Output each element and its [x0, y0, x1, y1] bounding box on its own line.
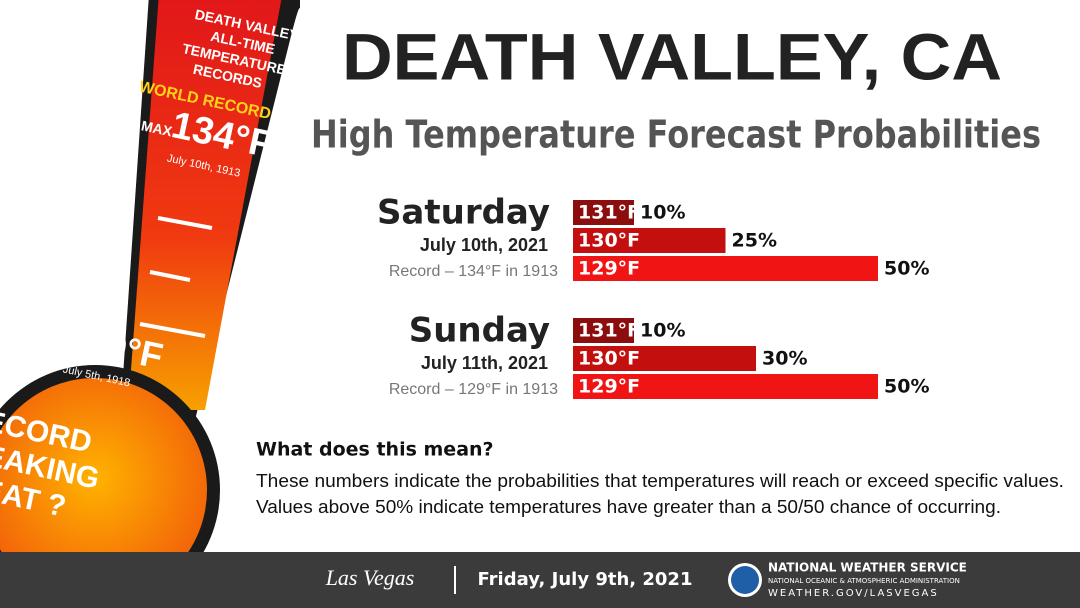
high-label: HIGH	[29, 312, 67, 335]
value-label: 10%	[640, 202, 685, 224]
value-label: 25%	[732, 230, 777, 252]
footer-date: Friday, July 9th, 2021	[478, 569, 693, 590]
noaa-logo-inner	[731, 566, 759, 594]
thermo-ticks	[139, 216, 213, 338]
footer-agency: NATIONAL WEATHER SERVICE	[768, 561, 967, 575]
max-label: MAX	[140, 117, 174, 139]
bar	[573, 374, 878, 399]
value-label: 10%	[640, 320, 685, 342]
bar-label: 131°F	[578, 320, 640, 342]
bar-label: 129°F	[578, 258, 640, 280]
explain-line: These numbers indicate the probabilities…	[256, 471, 1064, 491]
explain-line: Values above 50% indicate temperatures h…	[256, 497, 1001, 517]
day-title: Saturday	[377, 193, 550, 233]
title: DEATH VALLEY, CA	[342, 19, 1002, 93]
bar	[573, 228, 726, 253]
subtitle: High Temperature Forecast Probabilities	[311, 113, 1041, 157]
min-label: MIN	[27, 330, 55, 351]
thermometer: DEATH VALLEY ALL-TIME TEMPERATURE RECORD…	[0, 0, 300, 608]
value-label: 30%	[762, 348, 807, 370]
bar	[573, 200, 634, 225]
footer	[0, 552, 1080, 608]
day-record: Record – 129°F in 1913	[389, 381, 558, 398]
tube	[128, 0, 282, 410]
value-label: 50%	[884, 258, 929, 280]
bar	[573, 346, 756, 371]
bar	[573, 318, 634, 343]
bar	[573, 256, 878, 281]
value-label: 50%	[884, 376, 929, 398]
bulb	[0, 378, 207, 602]
explain-heading: What does this mean?	[256, 439, 494, 461]
day-title: Sunday	[409, 311, 550, 351]
bar-label: 131°F	[578, 202, 640, 224]
footer-city: Las Vegas	[325, 565, 415, 590]
bar-label: 129°F	[578, 376, 640, 398]
footer-url: WEATHER.GOV/LASVEGAS	[768, 588, 939, 599]
footer-parent: NATIONAL OCEANIC & ATMOSPHERIC ADMINISTR…	[768, 577, 960, 585]
day-record: Record – 134°F in 1913	[389, 263, 558, 280]
bar-label: 130°F	[578, 348, 640, 370]
day-date: July 11th, 2021	[421, 353, 548, 373]
bar-label: 130°F	[578, 230, 640, 252]
day-date: July 10th, 2021	[420, 235, 548, 255]
